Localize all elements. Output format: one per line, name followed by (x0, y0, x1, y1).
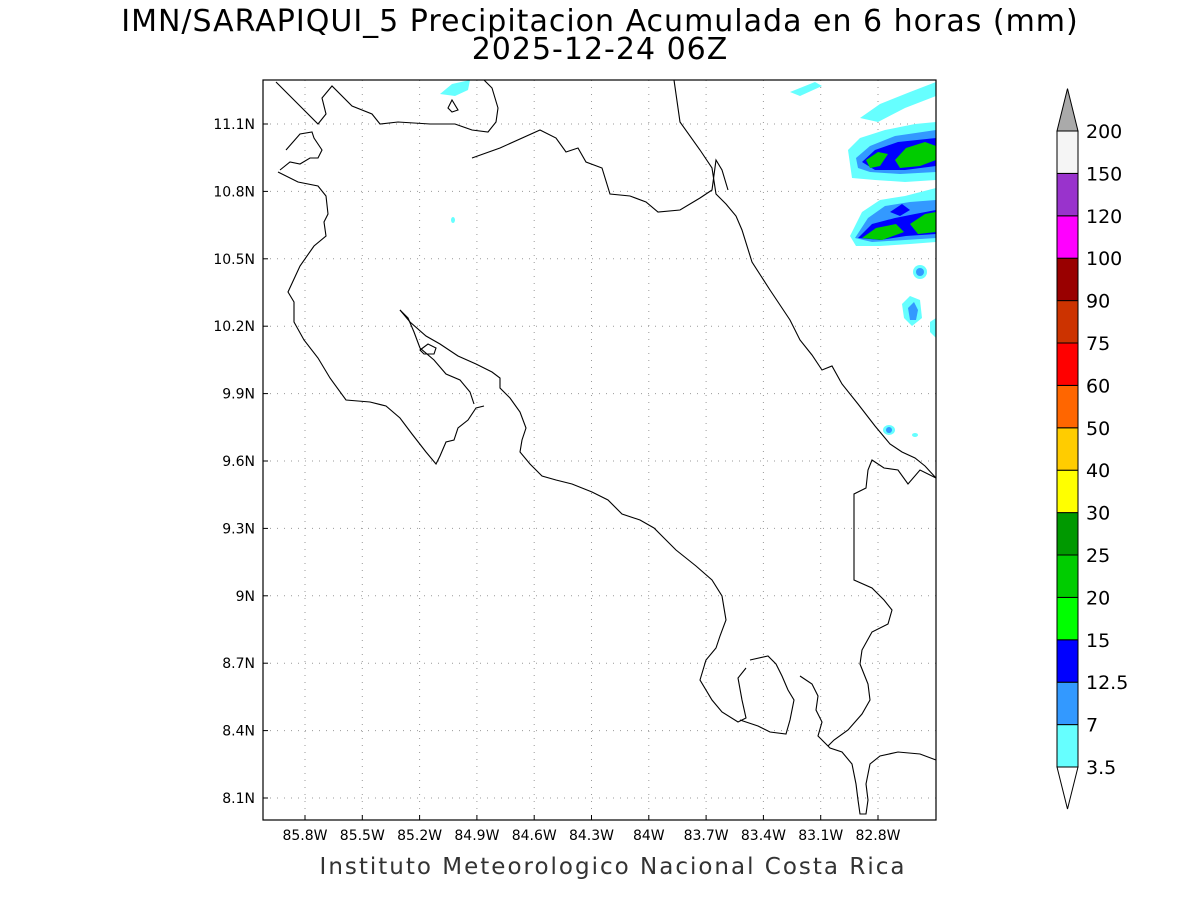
legend-swatch (1056, 427, 1079, 471)
legend-label: 40 (1086, 460, 1110, 482)
legend-swatch (1056, 215, 1079, 259)
caribbean-coast (673, 79, 937, 479)
legend-label: 90 (1086, 291, 1110, 313)
y-tick-label: 10.2N (213, 319, 255, 335)
nicaragua-border (471, 129, 729, 213)
osa-peninsula (739, 655, 795, 735)
x-tick-label: 84.3W (569, 828, 614, 844)
coastlines (275, 79, 937, 815)
y-tick-label: 10.5N (213, 252, 255, 268)
legend-label: 100 (1086, 248, 1122, 270)
gulf-of-nicoya-east (399, 309, 747, 723)
precip-area-ne-strip2 (860, 82, 936, 122)
longitude-axis: 85.8W 85.5W 85.2W 84.9W 84.6W 84.3W 84W 83.7W 83… (282, 815, 901, 844)
legend-label: 200 (1086, 121, 1122, 143)
y-tick-label: 9N (236, 589, 255, 605)
footer-credit: Instituto Meteorologico Nacional Costa R… (319, 854, 907, 880)
golfo-dulce (799, 675, 937, 815)
map-subtitle-date: 2025-12-24 06Z (471, 32, 729, 67)
precip-area-south-green1 (862, 224, 904, 240)
x-tick-label: 85.5W (340, 828, 385, 844)
nicoya-peninsula (277, 171, 485, 465)
precip-area-ne-strip (790, 82, 822, 96)
y-tick-label: 8.7N (222, 656, 255, 672)
legend-label: 3.5 (1086, 757, 1116, 779)
y-tick-label: 9.3N (222, 521, 255, 537)
legend-swatch-bottom-arrow (1056, 766, 1079, 810)
legend-swatch (1056, 639, 1079, 683)
legend-swatch (1056, 596, 1079, 641)
legend-label: 12.5 (1086, 672, 1128, 694)
legend-label: 120 (1086, 206, 1122, 228)
y-tick-label: 9.9N (222, 387, 255, 403)
x-tick-label: 83.1W (798, 828, 843, 844)
precip-area-top (440, 80, 470, 96)
x-tick-label: 83.4W (741, 828, 786, 844)
pacific-coast-nicoya (275, 79, 499, 133)
north-island (447, 98, 459, 113)
legend-swatch (1056, 172, 1079, 217)
legend-label: 50 (1086, 418, 1110, 440)
legend-label: 15 (1086, 630, 1110, 652)
legend-label: 150 (1086, 163, 1122, 185)
precip-cell-1-core (916, 268, 924, 276)
precip-area-south-green2 (910, 212, 936, 234)
legend-label: 7 (1086, 715, 1098, 737)
legend-label: 30 (1086, 503, 1110, 525)
y-tick-label: 11.1N (213, 117, 255, 133)
legend-label: 60 (1086, 375, 1110, 397)
legend-swatch (1056, 681, 1079, 726)
precip-cell-3 (930, 318, 936, 338)
precip-cell-4-core (886, 427, 892, 433)
legend-label: 25 (1086, 545, 1110, 567)
panama-border (827, 459, 937, 747)
precip-area-north-green1 (866, 152, 888, 168)
legend-swatch (1056, 384, 1079, 429)
x-tick-label: 84W (633, 828, 665, 844)
precip-area-north-green2 (895, 142, 936, 168)
x-tick-label: 85.8W (282, 828, 327, 844)
y-tick-label: 8.1N (222, 791, 255, 807)
x-tick-label: 84.9W (454, 828, 499, 844)
legend-swatch (1056, 512, 1079, 556)
y-tick-label: 8.4N (222, 724, 255, 740)
legend-label: 20 (1086, 587, 1110, 609)
legend-swatch (1056, 554, 1079, 598)
legend-label: 75 (1086, 333, 1110, 355)
precip-cell-5 (912, 433, 918, 437)
legend-swatch (1056, 469, 1079, 514)
chira-island (419, 343, 437, 355)
precip-cell-2-core (908, 302, 918, 320)
grid-lines (263, 80, 936, 820)
x-tick-label: 85.2W (397, 828, 442, 844)
legend-swatch (1056, 342, 1079, 386)
precip-area-south-blue-cell (890, 204, 910, 216)
y-tick-label: 9.6N (222, 454, 255, 470)
legend-swatch (1056, 724, 1079, 768)
x-tick-label: 84.6W (512, 828, 557, 844)
x-tick-label: 83.7W (684, 828, 729, 844)
legend-swatch (1056, 257, 1079, 302)
legend-swatch (1056, 130, 1079, 174)
legend-swatch (1056, 300, 1079, 344)
pacific-coast-main (279, 131, 323, 171)
precipitation-shading (440, 80, 936, 437)
precip-cell-6 (451, 217, 455, 223)
y-tick-label: 10.8N (213, 184, 255, 200)
map-frame (262, 79, 937, 821)
x-tick-label: 82.8W (855, 828, 900, 844)
legend-swatch-top-arrow (1056, 88, 1079, 132)
latitude-axis: 11.1N 10.8N 10.5N 10.2N 9.9N 9.6N 9.3N 9N 8.7N 8.… (213, 117, 268, 807)
map-title: IMN/SARAPIQUI_5 Precipitacion Acumulada … (121, 4, 1079, 39)
